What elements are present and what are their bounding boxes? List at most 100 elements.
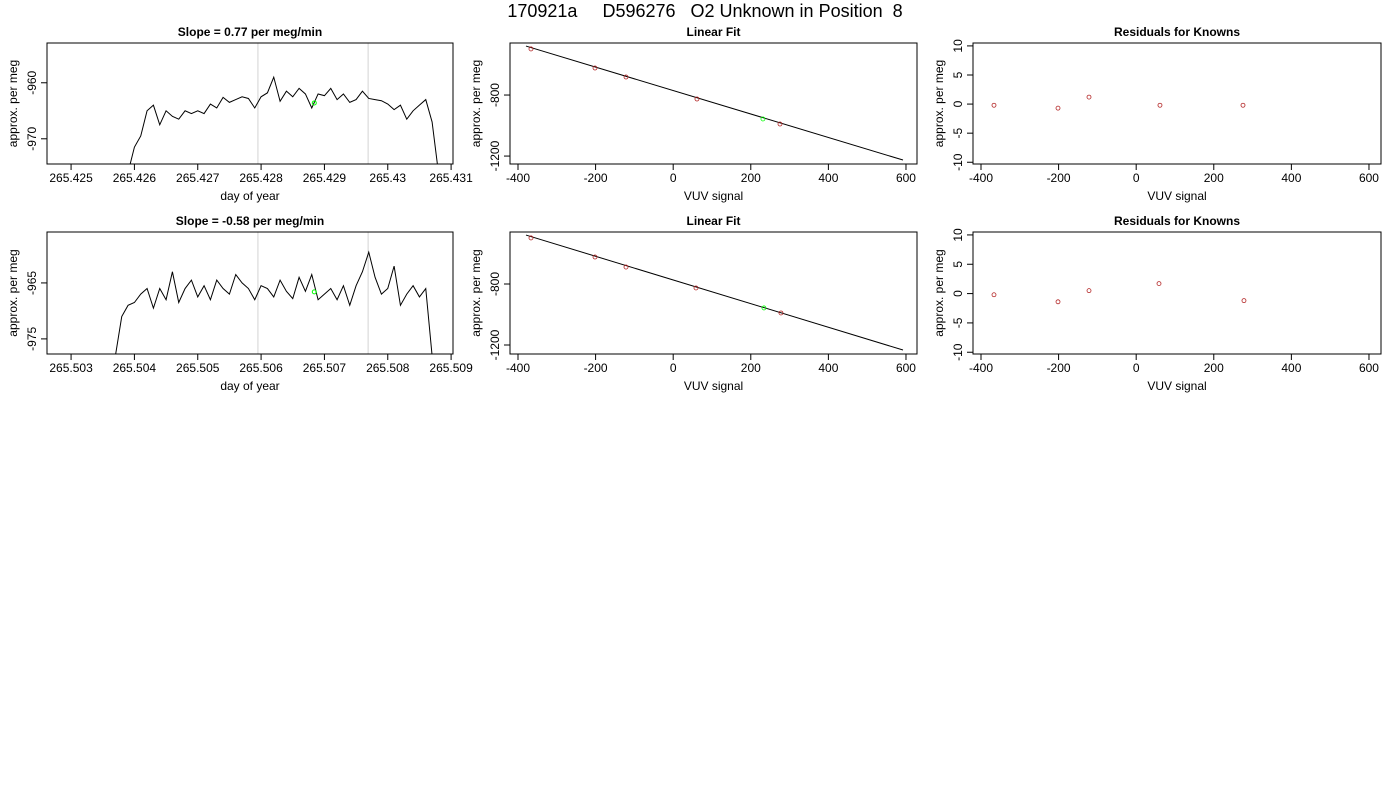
plot-frame <box>46 42 454 165</box>
x-tick-label: 600 <box>896 361 916 375</box>
x-tick-label: 200 <box>741 171 761 185</box>
y-tick-label: 0 <box>951 100 965 107</box>
x-tick-label: 400 <box>1281 361 1301 375</box>
point <box>592 65 598 71</box>
x-tick-label: -200 <box>584 361 608 375</box>
point <box>623 74 629 80</box>
x-axis-label: VUV signal <box>1147 379 1206 393</box>
y-tick-label: -1200 <box>488 329 502 360</box>
fit-line <box>525 45 904 161</box>
x-tick-label: 400 <box>1281 171 1301 185</box>
y-tick-label: 10 <box>951 39 965 53</box>
plot-area <box>129 43 438 164</box>
point <box>693 285 699 291</box>
x-tick-label: -400 <box>969 361 993 375</box>
plot-area <box>115 232 433 354</box>
x-axis-label: day of year <box>220 189 279 203</box>
y-tick-label: 5 <box>951 71 965 78</box>
x-tick-label: 600 <box>1359 361 1379 375</box>
x-tick-label: 200 <box>741 361 761 375</box>
x-tick-label: 265.503 <box>49 361 93 375</box>
panel-title: Slope = 0.77 per meg/min <box>178 25 322 39</box>
x-tick-label: 265.508 <box>366 361 410 375</box>
point <box>991 102 997 108</box>
point <box>592 254 598 260</box>
panel-title: Linear Fit <box>686 214 740 228</box>
point <box>1157 102 1163 108</box>
point <box>1055 105 1061 111</box>
x-tick-label: 265.507 <box>303 361 347 375</box>
point <box>1156 281 1162 287</box>
plot-frame <box>509 42 918 165</box>
x-tick-label: 265.431 <box>429 171 473 185</box>
x-tick-label: 400 <box>818 171 838 185</box>
point <box>778 310 784 316</box>
y-tick-label: -5 <box>951 128 965 139</box>
y-axis-label: approx. per meg <box>6 60 20 147</box>
x-tick-label: 600 <box>1359 171 1379 185</box>
panel-title: Residuals for Knowns <box>1114 25 1240 39</box>
x-tick-label: 265.425 <box>49 171 93 185</box>
x-tick-label: 200 <box>1204 361 1224 375</box>
plot-frame <box>972 231 1382 355</box>
point <box>760 116 766 122</box>
x-tick-label: -400 <box>506 171 530 185</box>
x-axis-label: VUV signal <box>684 379 743 393</box>
plot-frame <box>46 231 454 355</box>
y-tick-label: -10 <box>951 343 965 361</box>
highlight-point <box>311 100 317 106</box>
y-tick-label: -800 <box>488 272 502 296</box>
plot-area <box>525 234 904 351</box>
highlight-point <box>311 289 317 295</box>
x-tick-label: 265.43 <box>369 171 406 185</box>
x-tick-label: 265.509 <box>429 361 473 375</box>
plot-area <box>525 45 904 161</box>
point <box>1240 102 1246 108</box>
panel: Residuals for Knowns VUV signal approx. pe… <box>932 25 1382 203</box>
x-tick-label: 0 <box>670 361 677 375</box>
x-tick-label: 0 <box>1133 171 1140 185</box>
y-tick-label: -960 <box>25 70 39 94</box>
y-tick-label: 10 <box>951 228 965 242</box>
y-tick-label: 0 <box>951 290 965 297</box>
point <box>528 235 534 241</box>
panel-title: Slope = -0.58 per meg/min <box>176 214 324 228</box>
panel: Residuals for Knowns VUV signal approx. pe… <box>932 214 1382 393</box>
x-tick-label: 265.426 <box>113 171 157 185</box>
x-axis-label: day of year <box>220 379 279 393</box>
point <box>623 264 629 270</box>
x-tick-label: 0 <box>670 171 677 185</box>
x-tick-label: 0 <box>1133 361 1140 375</box>
point <box>777 121 783 127</box>
x-axis-label: VUV signal <box>684 189 743 203</box>
y-tick-label: 5 <box>951 261 965 268</box>
point <box>991 292 997 298</box>
x-tick-label: 265.429 <box>303 171 347 185</box>
x-tick-label: 265.504 <box>113 361 157 375</box>
x-tick-label: -400 <box>506 361 530 375</box>
series-line <box>115 250 433 354</box>
y-tick-label: -970 <box>25 126 39 150</box>
x-tick-label: 265.505 <box>176 361 220 375</box>
x-tick-label: 400 <box>818 361 838 375</box>
x-tick-label: -400 <box>969 171 993 185</box>
y-axis-label: approx. per meg <box>932 249 946 336</box>
series-line <box>129 75 438 164</box>
plot-frame <box>509 231 918 355</box>
y-tick-label: -5 <box>951 317 965 328</box>
point <box>1241 298 1247 304</box>
figure-title: 170921a D596276 O2 Unknown in Position 8 <box>507 1 902 21</box>
y-tick-label: -1200 <box>488 140 502 171</box>
y-tick-label: -965 <box>25 271 39 295</box>
y-tick-label: -975 <box>25 327 39 351</box>
x-tick-label: 200 <box>1204 171 1224 185</box>
panel: Slope = 0.77 per meg/min day of year appro… <box>6 25 473 203</box>
panel-title: Linear Fit <box>686 25 740 39</box>
point <box>761 305 767 311</box>
y-axis-label: approx. per meg <box>6 249 20 336</box>
y-tick-label: -800 <box>488 83 502 107</box>
fit-line <box>525 234 904 351</box>
x-tick-label: -200 <box>584 171 608 185</box>
